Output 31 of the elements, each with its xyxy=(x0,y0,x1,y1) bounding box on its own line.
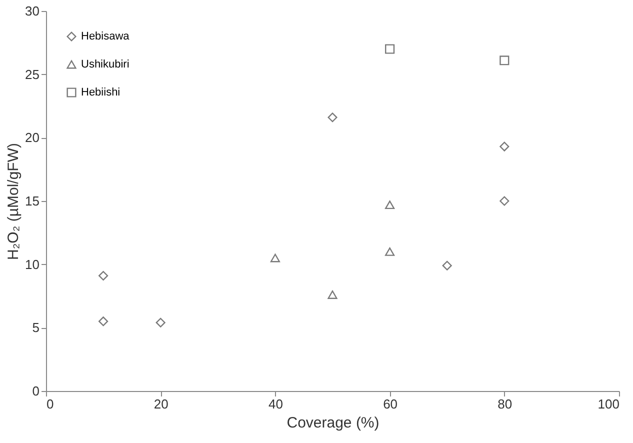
x-axis-title: Coverage (%) xyxy=(286,414,380,432)
x-tick-label: 100 xyxy=(598,396,620,412)
legend-label: Hebisawa xyxy=(81,30,130,42)
x-tick-label: 40 xyxy=(268,396,283,412)
y-tick-label: 5 xyxy=(32,320,40,336)
x-tick-label: 0 xyxy=(46,396,54,412)
legend-label: Hebiishi xyxy=(81,86,120,98)
point xyxy=(385,44,395,54)
legend-label: Ushikubiri xyxy=(81,58,130,70)
y-tick-label: 20 xyxy=(25,130,40,146)
y-axis-title: H₂O₂ (µMol/gFW) xyxy=(5,143,22,260)
point xyxy=(500,196,510,206)
point xyxy=(270,254,280,262)
x-tick-label: 20 xyxy=(154,396,168,412)
x-tick-label: 80 xyxy=(498,396,512,412)
y-tick-label: 0 xyxy=(32,384,40,398)
y-tick-label: 30 xyxy=(25,4,40,18)
point xyxy=(328,112,338,122)
y-tick-label: 25 xyxy=(25,66,40,82)
point xyxy=(98,270,108,281)
point xyxy=(385,247,395,256)
y-tick-label: 15 xyxy=(25,194,40,208)
point xyxy=(442,260,452,270)
y-tick-label: 10 xyxy=(25,256,40,272)
point xyxy=(98,316,108,326)
point xyxy=(385,200,395,210)
x-tick-label: 60 xyxy=(383,396,398,412)
point xyxy=(328,290,338,299)
point xyxy=(500,142,510,152)
point xyxy=(500,56,510,66)
point xyxy=(156,318,166,328)
